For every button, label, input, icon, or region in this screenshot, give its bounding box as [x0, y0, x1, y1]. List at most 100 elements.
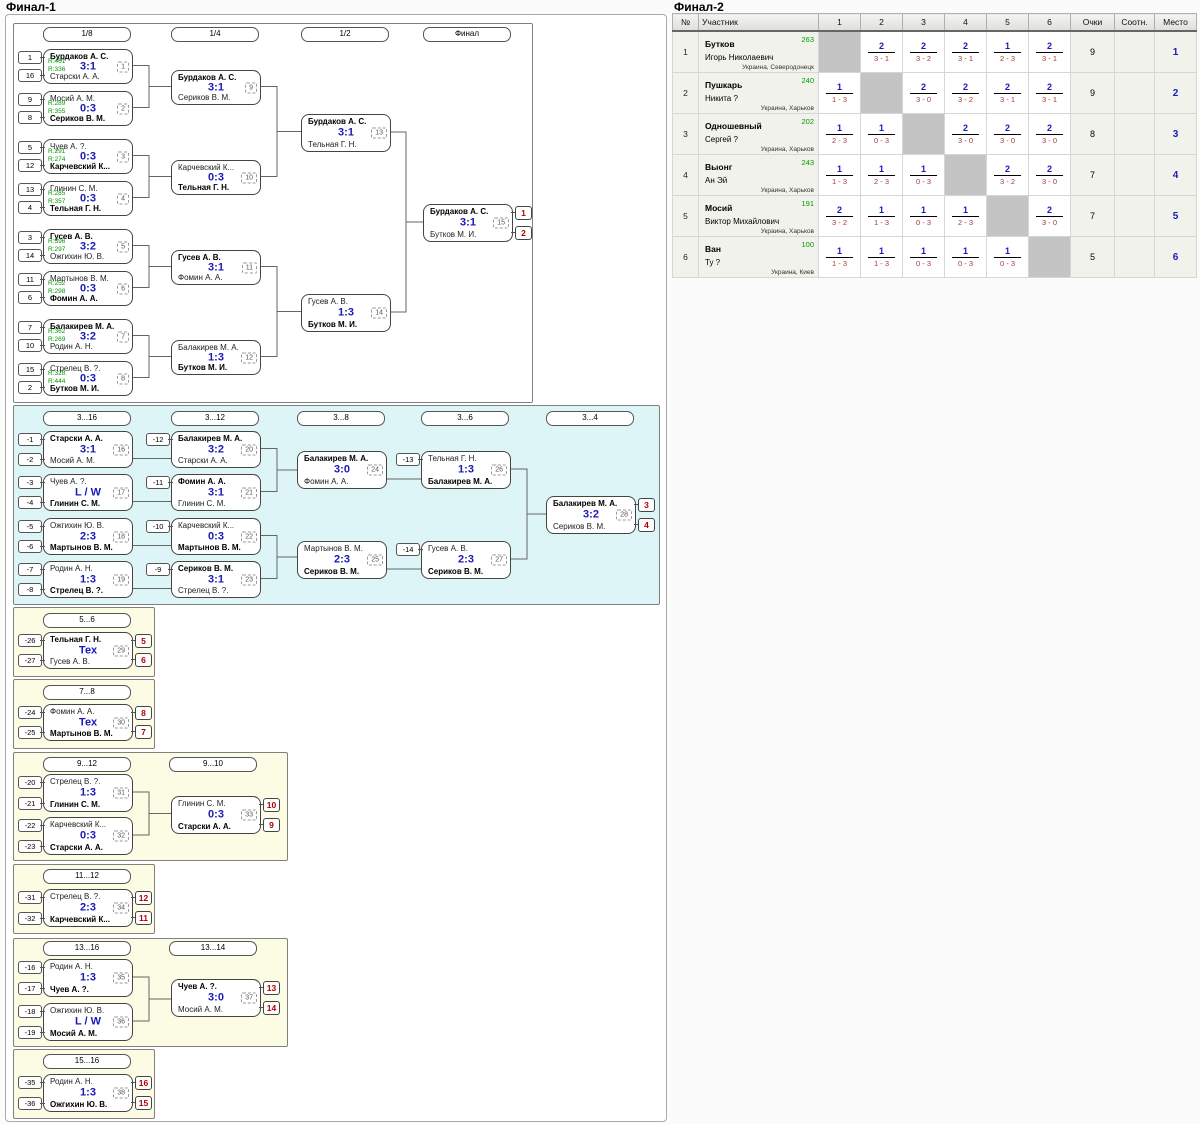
match-score: 0:3: [80, 150, 96, 162]
match-box[interactable]: 9 8 Мосий А. М. R:289 R:355 0:3 2 Серико…: [18, 91, 133, 126]
match-number: 32: [113, 830, 129, 842]
match-box[interactable]: 15 2 Стрелец В. ?. R:328 R:444 0:3 8 Бут…: [18, 361, 133, 396]
match-box[interactable]: -1 -2 Старски А. А. 3:1 16 Мосий А. М.: [18, 431, 133, 468]
match-score: 0:3: [208, 171, 224, 183]
match-box[interactable]: -9 Сериков В. М. 3:1 23 Стрелец В. ?.: [146, 561, 261, 598]
set-score: 2 - 3: [999, 54, 1015, 63]
row-number: 4: [672, 154, 699, 196]
match-number: 5: [117, 241, 129, 252]
participant-surname: Пушкарь: [705, 80, 743, 90]
participant-region: Украина, Харьков: [760, 228, 814, 235]
match-box[interactable]: 5 12 Чуев А. ?. R:291 R:274 0:3 3 Карчев…: [18, 139, 133, 174]
match-box[interactable]: Глинин С. М. 0:3 33 Старски А. А. 10 9: [171, 796, 280, 834]
match-box[interactable]: Чуев А. ?. 3:0 37 Мосий А. М. 13 14: [171, 979, 280, 1017]
match-box[interactable]: -31 -32 Стрелец В. ?. 2:3 34 Карчевский …: [18, 889, 152, 927]
match-box[interactable]: -20 -21 Стрелец В. ?. 1:3 31 Глинин С. М…: [18, 774, 133, 812]
match-box[interactable]: -5 -6 Ожгихин Ю. В. 2:3 18 Мартынов В. М…: [18, 518, 133, 555]
final-match-box[interactable]: Бурдаков А. С. 3:1 15 Бутков М. И. 1 2: [423, 204, 532, 242]
seed-label: -31: [18, 891, 45, 904]
match-score: 3:1: [80, 443, 96, 455]
match-box[interactable]: Гусев А. В. 3:1 11 Фомин А. А.: [171, 250, 261, 285]
player2-name: Бутков М. И.: [430, 230, 477, 239]
match-box[interactable]: Карчевский К... 0:3 10 Тельная Г. Н.: [171, 160, 261, 195]
match-number: 2: [117, 103, 129, 114]
participant-region: Украина, Киев: [771, 269, 814, 276]
match-box[interactable]: 7 10 Балакирев М. А. R:362 R:269 3:2 7 Р…: [18, 319, 133, 354]
seed-label: 11: [18, 273, 45, 286]
match-box[interactable]: -7 -8 Родин А. Н. 1:3 19 Стрелец В. ?.: [18, 561, 133, 598]
player2-rating: R:355: [48, 108, 66, 115]
match-box[interactable]: -35 -36 Родин А. Н. 1:3 38 Ожгихин Ю. В.…: [18, 1074, 152, 1112]
participant-cell: 202 Одношевный Сергей ? Украина, Харьков: [698, 113, 819, 155]
match-box[interactable]: 13 4 Глинин С. М. R:285 R:357 0:3 4 Тель…: [18, 181, 133, 216]
match-box[interactable]: 11 6 Мартынов В. М. R:252 R:298 0:3 6 Фо…: [18, 271, 133, 306]
match-box[interactable]: -16 -17 Родин А. Н. 1:3 35 Чуев А. ?.: [18, 959, 133, 997]
match-score: 3:0: [334, 463, 350, 476]
seed-label: 14: [18, 249, 45, 262]
match-box[interactable]: Балакирев М. А. 1:3 12 Бутков М. И.: [171, 340, 261, 375]
player1-name: Балакирев М. А.: [178, 343, 239, 352]
match-box[interactable]: Балакирев М. А. 3:0 24 Фомин А. А.: [297, 451, 387, 489]
participant-cell: 243 Выонг Ан Эй Украина, Харьков: [698, 154, 819, 196]
points-cell: 7: [1070, 154, 1115, 196]
match-box[interactable]: -14 Гусев А. В. 2:3 27 Сериков В. М.: [396, 541, 511, 579]
diagonal-cell: [944, 154, 987, 196]
row-number: 3: [672, 113, 699, 155]
player1-name: Балакирев М. А.: [178, 434, 243, 443]
match-box[interactable]: 3 14 Гусев А. В. R:396 R:297 3:2 5 Ожгих…: [18, 229, 133, 264]
match-box[interactable]: 1 16 Бурдаков А. С. R:461 R:336 3:1 1 Ст…: [18, 49, 133, 84]
player2-name: Гусев А. В.: [50, 657, 90, 666]
player2-rating: R:298: [48, 288, 66, 295]
player2-name: Мосий А. М.: [50, 1029, 98, 1038]
match-number: 8: [117, 373, 129, 384]
match-box[interactable]: -13 Тельная Г. Н. 1:3 26 Балакирев М. А.: [396, 451, 511, 489]
player1-name: Чуев А. ?.: [50, 477, 87, 486]
participant-rating: 243: [801, 158, 814, 167]
sets-won: 2: [910, 82, 937, 94]
player2-name: Сериков В. М.: [304, 567, 360, 576]
match-box[interactable]: Бурдаков А. С. 3:1 13 Тельная Г. Н.: [301, 114, 391, 152]
sets-won: 1: [826, 164, 853, 176]
seed-label: -26: [18, 634, 45, 647]
match-box[interactable]: -10 Карчевский К... 0:3 22 Мартынов В. М…: [146, 518, 261, 555]
place-badge: 16: [131, 1076, 152, 1090]
player2-name: Фомин А. А.: [304, 477, 349, 486]
match-box[interactable]: -11 Фомин А. А. 3:1 21 Глинин С. М.: [146, 474, 261, 511]
participant-surname: Мосий: [705, 203, 733, 213]
match-box[interactable]: Бурдаков А. С. 3:1 9 Сериков В. М.: [171, 70, 261, 105]
place-badge: 8: [131, 706, 152, 720]
match-score: 0:3: [208, 530, 224, 542]
sets-won: 1: [994, 41, 1021, 53]
player2-name: Мартынов В. М.: [50, 729, 113, 738]
seed-label: -22: [18, 819, 45, 832]
sets-won: 2: [868, 41, 895, 53]
match-score: 0:3: [80, 102, 96, 114]
match-box[interactable]: -24 -25 Фомин А. А. Тех 30 Мартынов В. М…: [18, 704, 152, 741]
player2-name: Мартынов В. М.: [50, 543, 113, 552]
seed-label: 5: [18, 141, 45, 154]
player1-name: Бурдаков А. С.: [308, 117, 367, 126]
match-score: 2:3: [80, 901, 96, 914]
match-box[interactable]: Мартынов В. М. 2:3 25 Сериков В. М.: [297, 541, 387, 579]
match-box[interactable]: -12 Балакирев М. А. 3:2 20 Старски А. А.: [146, 431, 261, 468]
match-box[interactable]: Балакирев М. А. 3:2 28 Сериков В. М. 3 4: [546, 496, 655, 534]
round-header-15-16: 15...16: [43, 1054, 131, 1069]
match-box[interactable]: -18 -19 Ожгихин Ю. В. L / W 36 Мосий А. …: [18, 1003, 133, 1041]
match-score: 1:3: [458, 463, 474, 476]
match-box[interactable]: -3 -4 Чуев А. ?. L / W 17 Глинин С. М.: [18, 474, 133, 511]
match-box[interactable]: -22 -23 Карчевский К... 0:3 32 Старски А…: [18, 817, 133, 855]
match-box[interactable]: -26 -27 Тельная Г. Н. Тех 29 Гусев А. В.…: [18, 632, 152, 669]
sets-won: 2: [952, 123, 979, 135]
participant-rating: 100: [801, 240, 814, 249]
place-badge: 12: [131, 891, 152, 905]
place-badge: 1: [511, 206, 532, 220]
player2-name: Бутков М. И.: [178, 363, 228, 372]
match-box[interactable]: Гусев А. В. 1:3 14 Бутков М. И.: [301, 294, 391, 332]
player1-rating: R:396: [48, 238, 66, 245]
player1-name: Фомин А. А.: [50, 707, 95, 716]
